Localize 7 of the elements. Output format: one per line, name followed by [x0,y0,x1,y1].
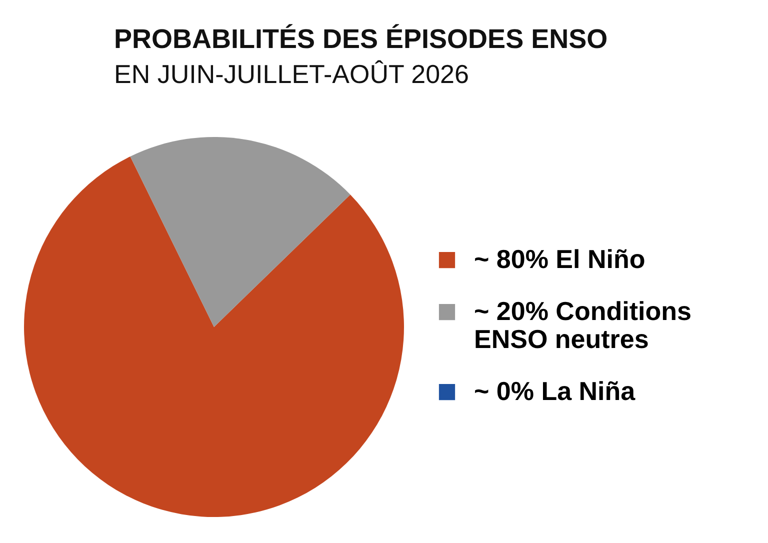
chart-subtitle: EN JUIN-JUILLET-AOÛT 2026 [114,59,469,89]
legend-label: ~ 20% Conditions ENSO neutres [474,296,692,354]
legend-label: ~ 80% El Niño [474,244,646,274]
pie-slice [130,137,350,327]
chart-title: PROBABILITÉS DES ÉPISODES ENSO [114,24,608,54]
pie-slice [24,156,404,517]
legend-label: ~ 0% La Niña [474,376,636,406]
